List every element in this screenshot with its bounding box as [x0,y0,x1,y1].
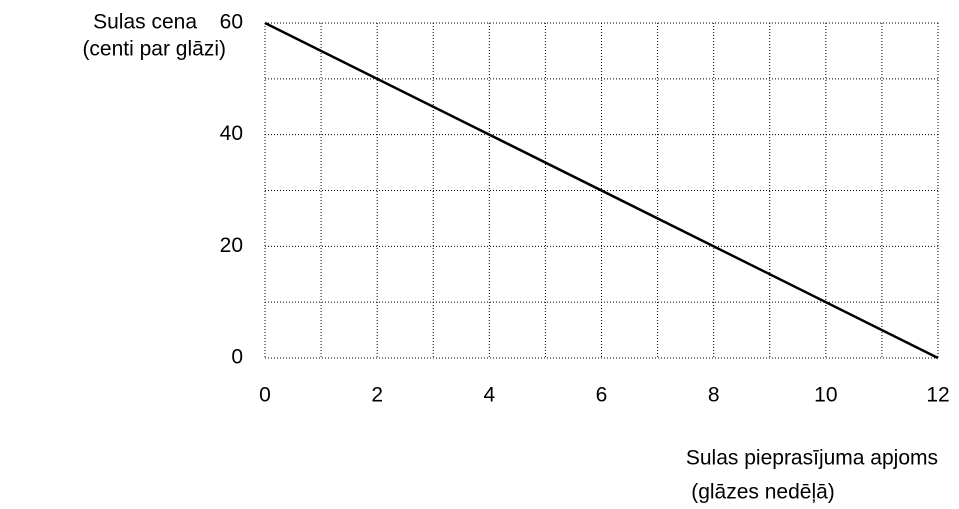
y-axis-label: Sulas cena [93,11,197,34]
x-tick-label: 6 [596,384,608,407]
line [264,21,939,360]
x-tick-label: 10 [814,384,837,407]
y-tick-label: 20 [220,234,243,257]
x-tick-label: 8 [708,384,720,407]
x-tick-label: 4 [483,384,495,407]
y-tick-label: 0 [231,346,243,369]
x-axis-label: Sulas pieprasījuma apjoms [686,447,938,470]
y-tick-label: 60 [220,11,243,34]
y-axis-label: (centi par glāzi) [82,38,226,61]
x-tick-label: 0 [259,384,271,407]
x-tick-label: 2 [371,384,383,407]
x-axis-label: (glāzes nedēļā) [691,481,835,504]
x-tick-label: 12 [926,384,949,407]
y-tick-label: 40 [220,122,243,145]
